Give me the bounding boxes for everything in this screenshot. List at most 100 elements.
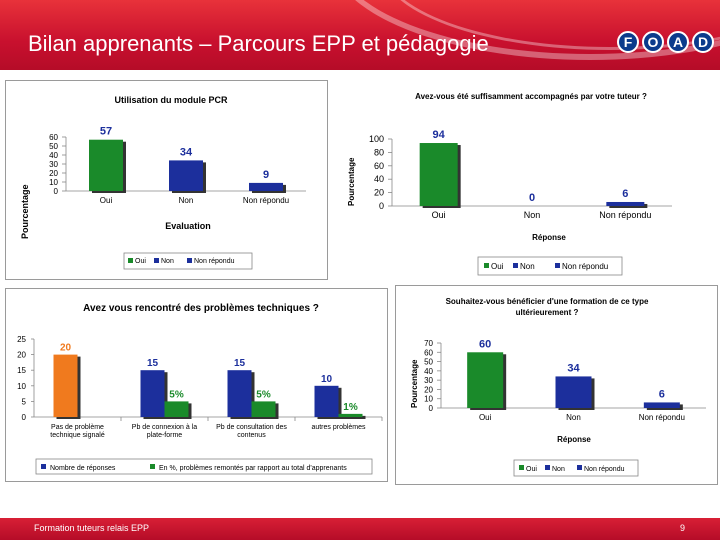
bar [467,352,504,408]
x-axis-label: Evaluation [165,221,211,231]
bar [164,401,189,417]
y-tick-label: 20 [374,188,384,198]
y-tick-label: 60 [374,161,384,171]
chart-title: Avez-vous été suffisamment accompagnés p… [415,92,647,101]
bar [338,413,363,417]
bar [89,139,123,191]
y-tick-label: 10 [17,382,26,391]
legend-swatch [150,464,155,469]
x-tick-label: plate-forme [147,432,183,439]
slide-title: Bilan apprenants – Parcours EPP et pédag… [28,31,489,56]
x-tick-label: Pb de connexion à la [132,424,197,431]
legend-swatch [519,465,524,470]
x-tick-label: Pas de problème [51,424,104,431]
legend-label: Oui [526,466,537,473]
chart-title: Avez vous rencontré des problèmes techni… [83,303,319,314]
data-label: 9 [263,169,269,181]
x-tick-label: Non répondu [639,413,685,422]
y-tick-label: 30 [424,376,433,385]
y-tick-label: 20 [424,385,433,394]
data-label: 20 [60,343,72,354]
legend-swatch [154,258,159,263]
x-tick-label: Oui [432,210,446,220]
legend-swatch [41,464,46,469]
bar [643,402,680,408]
logo-letter: O [642,31,664,53]
legend-label: Oui [135,258,146,265]
x-axis-label: Réponse [532,233,566,242]
legend-swatch [128,258,133,263]
data-label: 34 [567,362,580,374]
x-tick-label: Pb de consultation des [216,424,287,431]
legend-label: Non [552,466,565,473]
legend-label: Non [161,258,174,265]
y-tick-label: 10 [49,178,58,187]
legend-label: En %, problèmes remontés par rapport au … [159,465,347,472]
chart-panel-tuteur: Avez-vous été suffisamment accompagnés p… [343,80,686,280]
legend-label: Non répondu [194,258,235,265]
data-label: 6 [622,188,628,200]
x-tick-label: technique signalé [50,432,105,439]
y-tick-label: 50 [424,358,433,367]
x-tick-label: Oui [479,413,492,422]
logo-letter: A [667,31,689,53]
y-tick-label: 0 [379,201,384,211]
legend-label: Nombre de réponses [50,465,116,472]
legend-swatch [187,258,192,263]
x-tick-label: Non [524,210,541,220]
legend-swatch [484,263,489,268]
legend-swatch [577,465,582,470]
y-tick-label: 70 [424,339,433,348]
y-axis-label: Pourcentage [347,157,356,206]
bar [606,201,645,206]
legend-label: Non [520,262,535,271]
data-label: 15 [234,358,246,369]
y-tick-label: 30 [49,160,58,169]
x-tick-label: Non répondu [243,196,289,205]
chart-legend [35,458,373,475]
chart-legend [513,459,639,477]
y-axis-label: Pourcentage [20,184,30,239]
data-label: 34 [180,146,193,158]
y-axis-label: Pourcentage [410,359,419,408]
bar [419,143,458,206]
data-label: 94 [433,129,446,141]
data-label: 5% [169,389,184,400]
y-tick-label: 5 [22,397,27,406]
chart-title: Souhaitez-vous bénéficier d'une formatio… [446,297,649,306]
y-tick-label: 20 [49,169,58,178]
y-tick-label: 10 [424,395,433,404]
footer-bar [0,518,720,540]
y-tick-label: 60 [49,133,58,142]
y-tick-label: 25 [17,335,26,344]
y-tick-label: 0 [54,187,59,196]
bar [249,182,283,191]
bar [314,385,339,417]
y-tick-label: 40 [424,367,433,376]
x-axis-label: Réponse [557,435,591,444]
chart-panel-techniques: Avez vous rencontré des problèmes techni… [5,288,388,482]
data-label: 10 [321,374,333,385]
legend-swatch [513,263,518,268]
bar-shadow [341,415,366,419]
data-label: 5% [256,389,271,400]
data-label: 57 [100,126,112,138]
bar [251,401,276,417]
data-label: 6 [659,388,665,400]
y-tick-label: 40 [374,174,384,184]
legend-label: Non répondu [562,262,608,271]
chart-legend [477,256,623,276]
chart-panel-formation: Souhaitez-vous bénéficier d'une formatio… [395,285,718,485]
footer-caption: Formation tuteurs relais EPP [34,523,150,533]
legend-label: Non répondu [584,466,625,473]
y-tick-label: 80 [374,147,384,157]
x-tick-label: contenus [237,432,266,439]
x-tick-label: Non [566,413,581,422]
y-tick-label: 100 [369,134,384,144]
legend-swatch [545,465,550,470]
bar [140,370,165,417]
logo-letter: F [617,31,639,53]
chart-techniques: Avez vous rencontré des problèmes techni… [17,303,383,475]
y-tick-label: 40 [49,151,58,160]
data-label: 15 [147,358,159,369]
